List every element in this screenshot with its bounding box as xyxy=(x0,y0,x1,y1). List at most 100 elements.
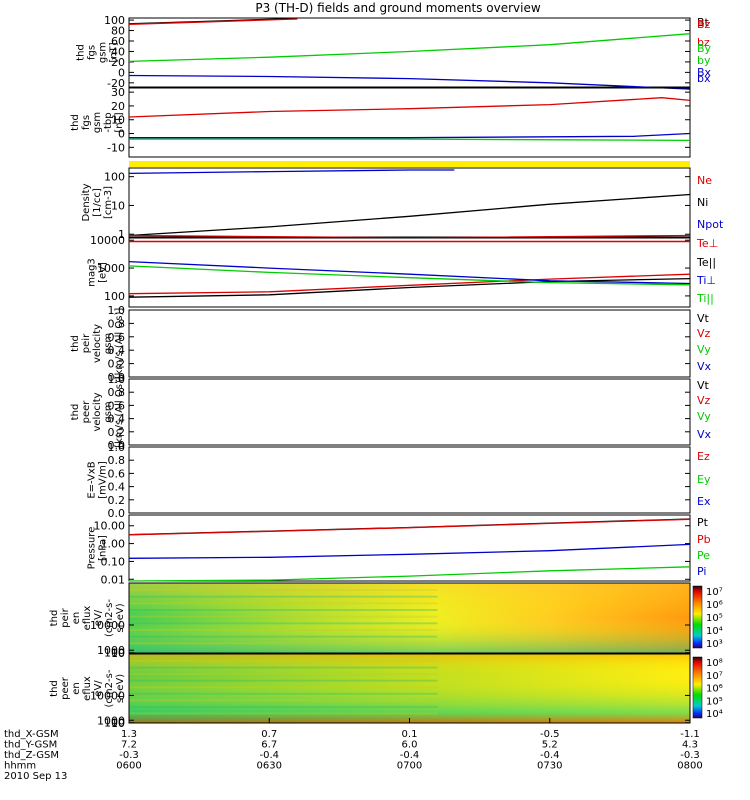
panel-density: 100 10 1 Density [1/cc] [cm-3] Ne Ni Npot xyxy=(81,167,724,241)
y-axis-label: sr-eV) xyxy=(115,674,126,703)
series-Bz xyxy=(128,97,691,118)
ephemeris-value: -0.4 xyxy=(400,750,420,761)
y-tick-label: 20 xyxy=(111,56,125,69)
y-tick-label: 0.4 xyxy=(108,344,126,357)
y-tick-label: 1.0 xyxy=(108,304,126,317)
frame-fgl xyxy=(128,87,691,158)
energy-band xyxy=(129,615,438,618)
energy-band xyxy=(129,666,438,669)
y-tick-label: 0.0 xyxy=(108,507,126,520)
legend-Vx: Vx xyxy=(697,428,712,441)
ephemeris-value: 7.2 xyxy=(121,740,137,751)
bottom-axis: thd_X-GSM 1.3 0.7 0.1 -0.5 -1.1 thd_Y-GSM 7.2 6.… xyxy=(4,718,703,782)
legend-Ex: Ex xyxy=(697,495,711,508)
ephemeris-value: -0.4 xyxy=(259,750,279,761)
y-axis-label: thd xyxy=(76,44,87,61)
series-Npot xyxy=(128,169,455,175)
y-axis-label: (cm2-s- xyxy=(104,669,115,707)
y-tick-label: 0.6 xyxy=(108,399,126,412)
state-bar xyxy=(129,161,690,167)
y-tick-label: 10000 xyxy=(90,234,125,247)
energy-band xyxy=(129,602,438,605)
energy-band xyxy=(129,622,438,625)
series-Ni xyxy=(128,193,691,237)
series-Pi xyxy=(128,543,691,559)
y-tick-label: -10 xyxy=(107,141,125,154)
series-By xyxy=(129,138,691,142)
y-axis-label: thd xyxy=(49,610,60,627)
ephemeris-value: -1.1 xyxy=(680,729,700,740)
frame-fgs xyxy=(128,17,691,88)
y-tick-label: 40 xyxy=(111,45,125,58)
y-tick-label: 0.8 xyxy=(108,317,126,330)
y-tick-label: 10000 xyxy=(90,689,125,702)
ephemeris-value: -0.4 xyxy=(540,750,560,761)
series-Ti|| xyxy=(128,265,691,286)
ephemeris-value: -0.3 xyxy=(119,750,139,761)
ephemeris-label: hhmm xyxy=(4,761,36,772)
frame-peir_en xyxy=(128,582,691,654)
series-Te⊥ xyxy=(128,273,691,295)
energy-band xyxy=(129,673,438,676)
y-tick-label: 10 xyxy=(111,199,125,212)
figure-title: P3 (TH-D) fields and ground moments over… xyxy=(255,1,540,15)
series-Te|| xyxy=(128,277,691,298)
y-axis-label: [cm-3] xyxy=(103,186,114,219)
legend-bx: bx xyxy=(697,72,711,85)
y-tick-label: 0.0 xyxy=(108,439,126,452)
y-axis-label: thd xyxy=(70,114,81,131)
legend-Vz: Vz xyxy=(697,327,711,340)
y-tick-label: 0.6 xyxy=(108,331,126,344)
frame-peer_vel xyxy=(128,378,691,446)
colorbar-label: 10⁶ xyxy=(706,600,723,611)
y-tick-label: 0.10 xyxy=(101,555,126,568)
y-tick-label: 0.2 xyxy=(108,494,126,507)
spectrogram-overlay-peir_en xyxy=(129,583,690,653)
y-tick-label: 0 xyxy=(118,128,125,141)
y-axis-label: thd xyxy=(70,404,81,421)
ephemeris-label: thd_X-GSM xyxy=(4,729,59,740)
y-axis-label: peir xyxy=(60,607,71,627)
y-tick-label: 100 xyxy=(104,290,125,303)
y-axis-label: [km/s (All Qs)] xyxy=(114,308,125,380)
colorbar-label: 10⁸ xyxy=(706,658,723,669)
ephemeris-value: 6.0 xyxy=(402,740,418,751)
y-axis-label: gsm xyxy=(103,401,114,422)
y-tick-label: 1.0 xyxy=(108,373,126,386)
legend-Ne: Ne xyxy=(697,174,712,187)
legend-Bx: Bx xyxy=(697,66,712,79)
panel-temp: 10000 1000 100 mag3 [eV] Te⊥ Te|| Ti⊥ Ti|| xyxy=(87,234,718,308)
colorbar-label: 10⁵ xyxy=(706,613,723,624)
colorbar-label: 10⁴ xyxy=(706,626,723,637)
y-tick-label: 20 xyxy=(111,100,125,113)
y-axis-label: peer xyxy=(81,400,92,424)
series-bx xyxy=(128,74,691,90)
y-tick-label: 1 xyxy=(118,228,125,241)
energy-band xyxy=(129,609,438,611)
y-tick-label: 0.8 xyxy=(108,454,126,467)
legend-Ez: Ez xyxy=(697,450,710,463)
energy-band xyxy=(129,692,438,695)
y-tick-label: 0.2 xyxy=(108,426,126,439)
series-Pe xyxy=(128,566,691,582)
legend-Pi: Pi xyxy=(697,565,706,578)
y-axis-label: E=-VxB xyxy=(87,461,98,498)
ephemeris-value: 0800 xyxy=(677,761,702,772)
ephemeris-value: 0.1 xyxy=(402,729,418,740)
ephemeris-value: -0.5 xyxy=(540,729,560,740)
y-axis-label: en xyxy=(71,682,82,695)
colorbar-label: 10⁷ xyxy=(706,587,723,598)
ephemeris-value: 1.3 xyxy=(121,729,137,740)
legend-Bt: Bt xyxy=(697,16,710,29)
y-axis-label: eflux xyxy=(82,676,93,701)
y-axis-label: gsm xyxy=(92,112,103,133)
frame-peir_vel xyxy=(128,309,691,378)
ephemeris-value: 5.2 xyxy=(542,740,558,751)
legend-Vt: Vt xyxy=(697,379,710,392)
y-axis-label: [eV] xyxy=(98,262,109,283)
legend-Pb: Pb xyxy=(697,533,711,546)
